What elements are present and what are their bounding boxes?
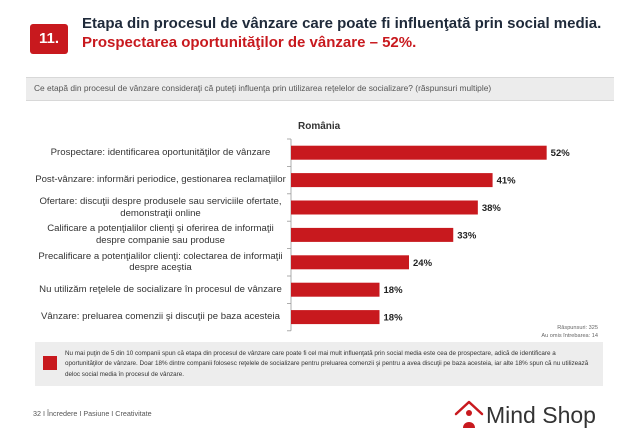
bar-value-label: 18% — [384, 285, 404, 296]
respondents-count: Răspunsuri: 325 — [557, 325, 598, 331]
bar — [291, 145, 547, 160]
bar-value-label: 52% — [551, 148, 571, 159]
category-label: Vânzare: preluarea comenzii şi discuţii … — [41, 311, 280, 323]
bar-value-label: 41% — [497, 176, 517, 187]
bar — [291, 255, 409, 270]
footnote-marker — [43, 356, 57, 370]
category-label: Nu utilizăm reţelele de socializare în p… — [39, 283, 282, 295]
bar-value-label: 33% — [457, 230, 477, 241]
title-highlight: Prospectarea oportunităţilor de vânzare … — [82, 34, 417, 51]
respondents-note: Răspunsuri: 325 Au omis întrebarea: 14 — [541, 324, 598, 340]
survey-question: Ce etapă din procesul de vânzare conside… — [34, 83, 492, 93]
bar — [291, 227, 454, 242]
bar — [291, 173, 493, 188]
footnote-text: Nu mai puţin de 5 din 10 companii spun c… — [65, 350, 589, 378]
slide-number-badge: 11. — [30, 24, 68, 54]
bar-value-label: 38% — [482, 203, 502, 214]
bar-value-label: 18% — [384, 313, 404, 324]
footnote-box: Nu mai puţin de 5 din 10 companii spun c… — [35, 342, 603, 386]
logo-text: Mind Shop — [486, 402, 596, 428]
category-label: Precalificare a potenţialilor clienţi: c… — [38, 250, 283, 274]
slide-title: Etapa din procesul de vânzare care poate… — [82, 14, 622, 52]
title-main: Etapa din procesul de vânzare care poate… — [82, 15, 602, 32]
question-bar: Ce etapă din procesul de vânzare conside… — [26, 77, 614, 101]
bar-chart: 52% 41% 38% 33% 24% 18% 18% — [287, 138, 571, 332]
mind-shop-logo: Mind Shop — [452, 398, 622, 434]
house-logo-icon — [454, 400, 484, 428]
page-footer: 32 I Încredere I Pasiune I Creativitate — [33, 409, 152, 418]
bar — [291, 282, 380, 297]
category-label: Ofertare: discuţii despre produsele sau … — [39, 196, 282, 219]
bar-value-label: 24% — [413, 258, 433, 269]
bar — [291, 310, 380, 325]
category-label: Prospectare: identificarea oportunităţil… — [50, 146, 271, 158]
respondents-omitted: Au omis întrebarea: 14 — [541, 333, 598, 339]
bar — [291, 200, 478, 215]
chart-title: România — [298, 121, 341, 132]
category-label: Calificare a potenţialilor clienţi şi of… — [47, 223, 274, 246]
category-label: Post-vânzare: informări periodice, gesti… — [35, 174, 286, 186]
